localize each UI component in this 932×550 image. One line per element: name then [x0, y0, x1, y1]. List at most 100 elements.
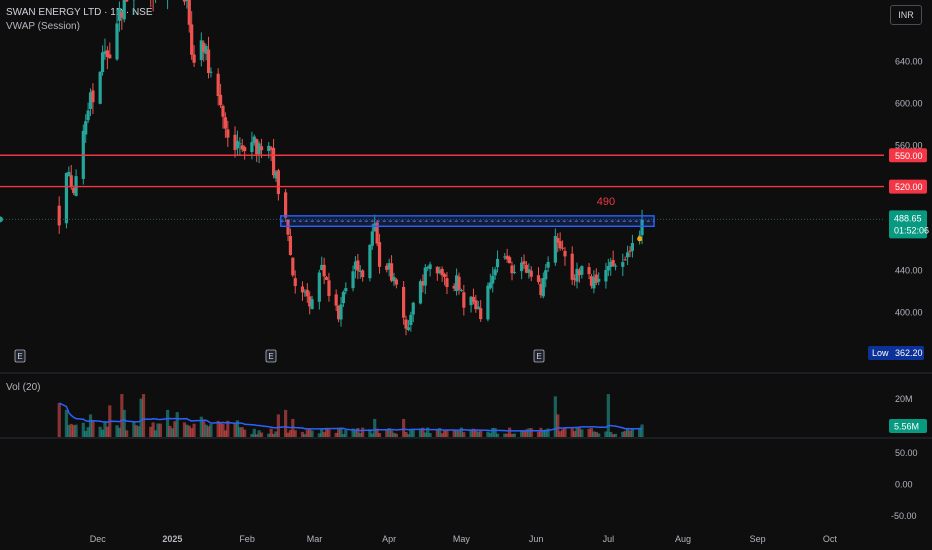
candle-body — [187, 0, 191, 25]
vwap-indicator-label[interactable]: VWAP (Session) — [6, 21, 80, 32]
candle-body — [474, 300, 478, 310]
candle-body — [438, 270, 442, 273]
candle-body — [103, 51, 107, 55]
volume-bar — [255, 434, 259, 437]
oscillator-tick-label: 50.00 — [895, 448, 918, 458]
candle-body — [503, 256, 507, 258]
volume-bar — [317, 433, 321, 437]
volume-bar — [387, 428, 391, 437]
candle-body — [389, 263, 394, 281]
volume-bar — [125, 430, 129, 437]
candle-body — [392, 277, 396, 282]
volume-bar — [120, 394, 124, 437]
volume-bar — [202, 421, 206, 437]
volume-bar — [469, 429, 473, 437]
volume-bar — [206, 426, 211, 437]
candle-body — [238, 143, 242, 145]
volume-bar — [185, 424, 189, 437]
candle-body — [539, 283, 543, 296]
candle-body — [471, 296, 476, 302]
candle-body — [558, 241, 562, 249]
volume-bar — [563, 428, 567, 437]
candle-body — [115, 23, 119, 60]
candle-body — [621, 262, 625, 267]
candle-body — [192, 54, 196, 63]
candle-body — [385, 265, 389, 270]
vwap-dot — [637, 236, 643, 242]
volume-bar — [271, 433, 276, 437]
volume-bar — [575, 427, 579, 437]
candle-body — [520, 262, 524, 272]
oscillator-tick-label: 0.00 — [895, 480, 913, 490]
volume-bar — [529, 428, 533, 437]
candle-body — [556, 238, 560, 243]
earnings-marker-box — [14, 349, 26, 363]
candle-body — [404, 319, 408, 329]
candle-body — [613, 265, 618, 267]
time-tick-label: May — [453, 534, 471, 544]
currency-button[interactable]: INR — [890, 5, 922, 25]
volume-bar — [187, 425, 191, 437]
level-badge — [889, 148, 927, 163]
candle-body — [291, 257, 295, 276]
bar-countdown: 01:52:06 — [894, 225, 929, 235]
candle-body — [206, 49, 211, 74]
candle-body — [387, 263, 391, 270]
volume-bar — [423, 432, 427, 437]
candle-body — [491, 275, 495, 284]
volume-bar — [553, 396, 557, 437]
volume-bar — [628, 430, 632, 437]
volume-indicator-label[interactable]: Vol (20) — [6, 382, 41, 393]
chart-grid — [0, 372, 932, 439]
volume-bar — [327, 429, 331, 437]
candle-body — [455, 275, 459, 292]
candle-body — [84, 121, 88, 135]
candle-body — [358, 270, 362, 272]
volume-bar — [459, 427, 464, 437]
volume-bar — [613, 433, 618, 437]
candle-body — [402, 286, 406, 318]
volume-bar — [479, 430, 483, 437]
series-start-dot — [0, 216, 3, 223]
candle-body — [88, 92, 93, 110]
candle-body — [91, 90, 95, 103]
candle-body — [457, 276, 461, 290]
candle-body — [426, 266, 430, 268]
volume-bar — [139, 398, 143, 437]
volume-bar — [623, 430, 627, 437]
candle-body — [411, 302, 415, 315]
volume-bar — [507, 427, 512, 437]
volume-bar — [457, 430, 461, 437]
candle-body — [587, 267, 591, 275]
candle-body — [305, 289, 309, 297]
candle-body — [580, 266, 584, 275]
volume-bar — [558, 431, 562, 437]
volume-bar — [520, 430, 524, 437]
earnings-marker-box — [265, 349, 277, 363]
volume-bar — [505, 433, 509, 437]
time-tick-label: Sep — [750, 534, 766, 544]
volume-bar — [88, 414, 93, 437]
volume-bar — [356, 428, 360, 437]
volume-bar — [638, 427, 642, 437]
volume-bar — [267, 433, 271, 437]
candle-body — [469, 296, 473, 306]
volume-bar — [226, 420, 230, 437]
volume-bar — [361, 427, 365, 437]
volume-bar — [341, 434, 346, 437]
candle-body — [303, 291, 307, 293]
price-tick-label: 560.00 — [895, 140, 923, 150]
volume-bar — [100, 429, 105, 437]
volume-bar — [438, 428, 442, 437]
volume-bar — [151, 422, 155, 437]
volume-bar — [536, 431, 541, 437]
time-tick-label: Aug — [675, 534, 691, 544]
candle-body — [259, 146, 264, 151]
volume-bar — [223, 430, 227, 437]
candle-body — [589, 276, 594, 286]
oscillator-tick-label: -50.00 — [891, 511, 917, 521]
volume-bar — [132, 421, 136, 437]
volume-bar — [611, 434, 615, 437]
time-tick-label: 2025 — [162, 534, 182, 544]
